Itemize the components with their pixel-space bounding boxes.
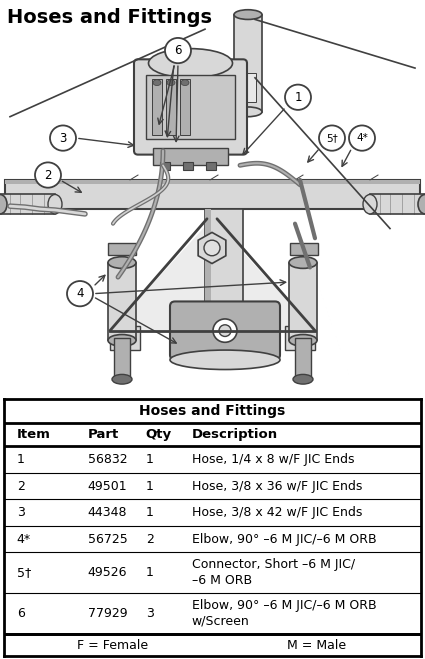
- Text: 1: 1: [17, 453, 25, 466]
- Bar: [5, 180, 420, 184]
- Text: 56725: 56725: [88, 532, 128, 546]
- Text: Qty: Qty: [146, 428, 172, 441]
- Text: w/Screen: w/Screen: [192, 615, 249, 628]
- Text: 3: 3: [60, 132, 67, 144]
- Bar: [108, 243, 136, 255]
- Ellipse shape: [148, 49, 232, 78]
- Ellipse shape: [289, 257, 317, 268]
- Bar: [206, 162, 216, 170]
- Text: Hoses and Fittings: Hoses and Fittings: [7, 8, 212, 27]
- Bar: [110, 326, 140, 350]
- Bar: [285, 326, 315, 350]
- FancyBboxPatch shape: [170, 301, 280, 360]
- Bar: [205, 209, 243, 311]
- Ellipse shape: [170, 350, 280, 370]
- Circle shape: [35, 162, 61, 188]
- Text: Part: Part: [88, 428, 119, 441]
- Circle shape: [67, 281, 93, 306]
- Bar: [146, 75, 235, 139]
- Text: 4: 4: [76, 287, 84, 300]
- Text: 49501: 49501: [88, 480, 127, 493]
- Bar: [240, 73, 256, 102]
- Text: Description: Description: [192, 428, 278, 441]
- Ellipse shape: [153, 80, 161, 86]
- Ellipse shape: [181, 80, 189, 86]
- Ellipse shape: [363, 194, 377, 214]
- Circle shape: [319, 125, 345, 151]
- Circle shape: [213, 319, 237, 342]
- Text: 4*: 4*: [17, 532, 31, 546]
- Bar: [5, 180, 420, 209]
- Polygon shape: [198, 233, 226, 264]
- Bar: [205, 209, 211, 311]
- Text: 2: 2: [17, 480, 25, 493]
- Text: 5†: 5†: [17, 566, 31, 579]
- Bar: [160, 162, 170, 170]
- Text: 6: 6: [174, 44, 182, 57]
- Text: 2: 2: [44, 169, 52, 181]
- Text: Elbow, 90° –6 M JIC/–6 M ORB: Elbow, 90° –6 M JIC/–6 M ORB: [192, 532, 376, 546]
- Text: Connector, Short –6 M JIC/: Connector, Short –6 M JIC/: [192, 558, 355, 571]
- Circle shape: [50, 125, 76, 151]
- Bar: [290, 243, 318, 255]
- Text: Hose, 1/4 x 8 w/F JIC Ends: Hose, 1/4 x 8 w/F JIC Ends: [192, 453, 354, 466]
- Ellipse shape: [48, 194, 62, 214]
- Ellipse shape: [0, 194, 7, 214]
- Bar: [295, 339, 311, 379]
- Text: 1: 1: [146, 453, 154, 466]
- Bar: [114, 339, 130, 379]
- Bar: [234, 14, 262, 112]
- Text: 56832: 56832: [88, 453, 127, 466]
- Bar: [180, 79, 190, 135]
- Circle shape: [219, 325, 231, 337]
- Text: 1: 1: [146, 506, 154, 519]
- Ellipse shape: [293, 374, 313, 384]
- Circle shape: [285, 84, 311, 110]
- Text: 2: 2: [146, 532, 154, 546]
- Bar: [289, 262, 317, 340]
- Ellipse shape: [167, 80, 175, 86]
- Ellipse shape: [289, 335, 317, 346]
- Text: Hose, 3/8 x 36 w/F JIC Ends: Hose, 3/8 x 36 w/F JIC Ends: [192, 480, 362, 493]
- Circle shape: [349, 125, 375, 151]
- Ellipse shape: [112, 374, 132, 384]
- Text: 1: 1: [146, 566, 154, 579]
- Text: 3: 3: [146, 608, 154, 620]
- Text: 44348: 44348: [88, 506, 127, 519]
- Ellipse shape: [418, 194, 425, 214]
- Bar: [153, 148, 228, 165]
- Ellipse shape: [234, 10, 262, 20]
- Circle shape: [165, 38, 191, 63]
- Text: 4*: 4*: [356, 133, 368, 143]
- Text: Hoses and Fittings: Hoses and Fittings: [139, 404, 286, 418]
- Text: 5†: 5†: [326, 133, 338, 143]
- Text: M = Male: M = Male: [287, 639, 346, 652]
- Polygon shape: [110, 219, 315, 331]
- Ellipse shape: [108, 335, 136, 346]
- Bar: [0, 194, 55, 214]
- Bar: [166, 79, 176, 135]
- Text: 6: 6: [17, 608, 25, 620]
- Bar: [152, 79, 162, 135]
- Text: Hose, 3/8 x 42 w/F JIC Ends: Hose, 3/8 x 42 w/F JIC Ends: [192, 506, 362, 519]
- Bar: [183, 162, 193, 170]
- Bar: [370, 194, 425, 214]
- FancyBboxPatch shape: [134, 59, 247, 155]
- Text: 1: 1: [146, 480, 154, 493]
- Circle shape: [204, 240, 220, 256]
- Text: F = Female: F = Female: [77, 639, 148, 652]
- Text: –6 M ORB: –6 M ORB: [192, 574, 252, 587]
- Text: 77929: 77929: [88, 608, 127, 620]
- Text: Elbow, 90° –6 M JIC/–6 M ORB: Elbow, 90° –6 M JIC/–6 M ORB: [192, 599, 376, 612]
- Ellipse shape: [234, 107, 262, 117]
- Bar: [108, 262, 136, 340]
- Text: 1: 1: [294, 91, 302, 103]
- Text: Item: Item: [17, 428, 51, 441]
- Text: 49526: 49526: [88, 566, 127, 579]
- Ellipse shape: [108, 257, 136, 268]
- Text: 3: 3: [17, 506, 25, 519]
